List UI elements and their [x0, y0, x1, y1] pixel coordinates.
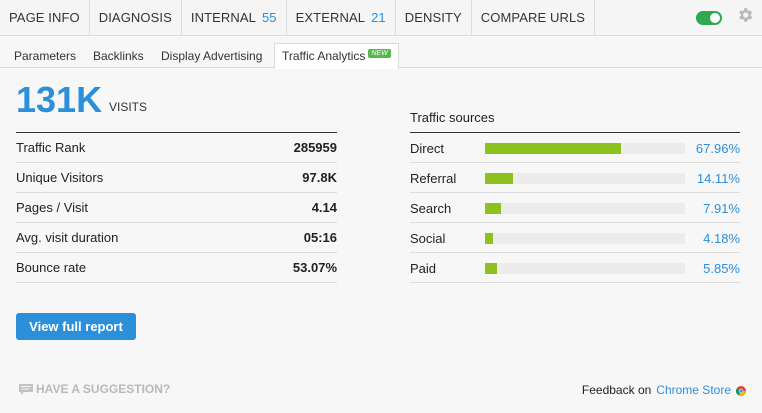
stat-row-bounce-rate: Bounce rate 53.07% [16, 253, 337, 283]
stat-label: Avg. visit duration [16, 230, 119, 245]
source-bar-fill [485, 263, 497, 274]
enable-toggle[interactable] [696, 11, 722, 25]
visits-label: VISITS [109, 100, 148, 114]
subtab-label: Display Advertising [161, 49, 263, 63]
stat-value: 285959 [293, 140, 337, 155]
subtab-label: Parameters [14, 49, 77, 63]
chrome-store-link[interactable]: Chrome Store [656, 383, 731, 397]
tab-label: DIAGNOSIS [98, 10, 172, 25]
source-bar-fill [485, 143, 621, 154]
source-bar-fill [485, 173, 514, 184]
toggle-knob [710, 13, 720, 23]
tab-diagnosis[interactable]: DIAGNOSIS [90, 0, 182, 35]
tab-count: 55 [261, 10, 277, 25]
source-bar [485, 233, 685, 244]
tab-label: PAGE INFO [9, 10, 80, 25]
source-label: Referral [410, 171, 457, 186]
stat-row-unique-visitors: Unique Visitors 97.8K [16, 163, 337, 193]
subtab-label: Backlinks [93, 49, 144, 63]
source-row-paid: Paid 5.85% [410, 253, 740, 283]
stats-table: Traffic Rank 285959 Unique Visitors 97.8K … [16, 132, 337, 283]
tab-label: EXTERNAL [295, 10, 366, 25]
source-label: Search [410, 201, 452, 216]
new-badge: NEW [368, 49, 391, 58]
feedback-prefix: Feedback on [581, 383, 652, 397]
stat-label: Bounce rate [16, 260, 87, 275]
source-bar [485, 203, 685, 214]
tab-page-info[interactable]: PAGE INFO [0, 0, 90, 35]
stat-label: Unique Visitors [16, 170, 104, 185]
source-percent: 7.91% [703, 201, 740, 216]
source-row-direct: Direct 67.96% [410, 133, 740, 163]
subtab-display-advertising[interactable]: Display Advertising [154, 44, 269, 68]
feedback: Feedback on Chrome Store [582, 383, 746, 397]
stat-row-avg-visit-duration: Avg. visit duration 05:16 [16, 223, 337, 253]
visits-value: 131K [16, 79, 103, 120]
tab-density[interactable]: DENSITY [396, 0, 472, 35]
stat-row-traffic-rank: Traffic Rank 285959 [16, 133, 337, 163]
stat-value: 53.07% [292, 260, 337, 275]
source-bar [485, 263, 685, 274]
source-row-social: Social 4.18% [410, 223, 740, 253]
traffic-sources-title: Traffic sources [410, 110, 495, 125]
subtab-label: Traffic Analytics [282, 49, 366, 63]
stat-value: 4.14 [311, 200, 337, 215]
tab-internal[interactable]: INTERNAL 55 [182, 0, 287, 35]
source-label: Direct [410, 141, 444, 156]
stat-row-pages-per-visit: Pages / Visit 4.14 [16, 193, 337, 223]
suggestion-label: HAVE A SUGGESTION? [36, 382, 171, 396]
source-bar-fill [485, 203, 501, 214]
source-row-referral: Referral 14.11% [410, 163, 740, 193]
suggestion-link[interactable]: HAVE A SUGGESTION? [18, 382, 170, 396]
subtab-backlinks[interactable]: Backlinks [86, 44, 151, 68]
tab-count: 21 [371, 10, 386, 25]
stat-label: Pages / Visit [16, 200, 89, 215]
stat-value: 97.8K [302, 170, 337, 185]
source-bar [485, 173, 685, 184]
subtab-parameters[interactable]: Parameters [7, 44, 83, 68]
source-row-search: Search 7.91% [410, 193, 740, 223]
speech-bubble-icon [18, 383, 34, 396]
stat-label: Traffic Rank [16, 140, 86, 155]
source-percent: 67.96% [695, 141, 740, 156]
chrome-icon [736, 385, 746, 396]
tab-label: COMPARE URLS [480, 10, 586, 25]
source-percent: 4.18% [703, 231, 740, 246]
sub-nav: Parameters Backlinks Display Advertising… [0, 36, 762, 69]
top-nav: PAGE INFO DIAGNOSIS INTERNAL 55 EXTERNAL 2… [0, 0, 762, 36]
source-label: Paid [410, 261, 437, 276]
source-percent: 14.11% [696, 171, 740, 186]
tab-external[interactable]: EXTERNAL 21 [287, 0, 396, 35]
traffic-sources-table: Direct 67.96% Referral 14.11% Search 7.9… [410, 132, 740, 283]
tab-compare-urls[interactable]: COMPARE URLS [472, 0, 596, 35]
source-bar-fill [485, 233, 494, 244]
gear-icon[interactable] [736, 6, 754, 24]
source-label: Social [410, 231, 446, 246]
view-full-report-button[interactable]: View full report [16, 313, 136, 340]
source-percent: 5.85% [703, 261, 740, 276]
tab-label: DENSITY [404, 10, 462, 25]
source-bar [485, 143, 685, 154]
stat-value: 05:16 [303, 230, 337, 245]
subtab-traffic-analytics[interactable]: Traffic Analytics NEW [274, 43, 399, 69]
tab-label: INTERNAL [190, 10, 256, 25]
